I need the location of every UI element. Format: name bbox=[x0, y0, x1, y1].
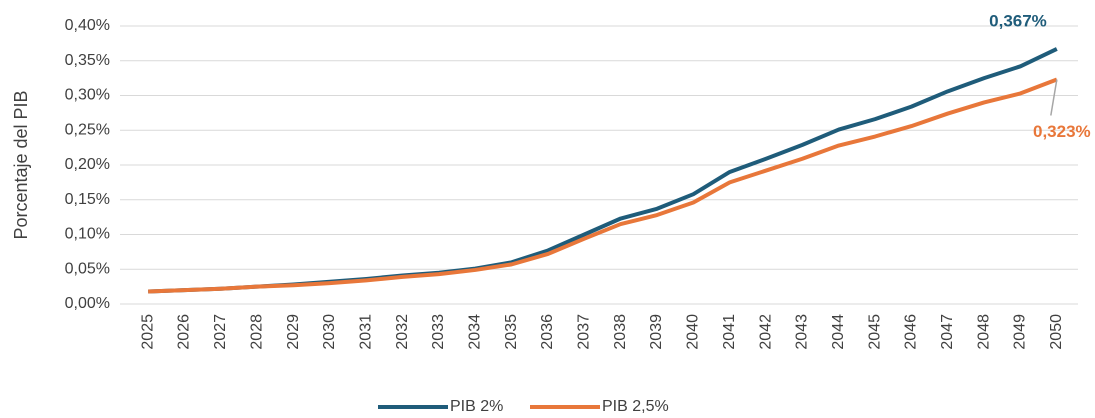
x-tick-label: 2050 bbox=[1048, 314, 1065, 350]
y-axis-title: Porcentaje del PIB bbox=[11, 90, 31, 239]
y-tick-label: 0,35% bbox=[65, 52, 110, 69]
y-tick-label: 0,30% bbox=[65, 87, 110, 104]
x-tick-label: 2036 bbox=[539, 314, 556, 350]
y-tick-label: 0,25% bbox=[65, 121, 110, 138]
x-tick-label: 2030 bbox=[321, 314, 338, 350]
x-tick-label: 2045 bbox=[866, 314, 883, 350]
x-tick-label: 2028 bbox=[248, 314, 265, 350]
x-tick-label: 2035 bbox=[503, 314, 520, 350]
y-tick-label: 0,10% bbox=[65, 226, 110, 243]
y-tick-label: 0,15% bbox=[65, 191, 110, 208]
x-tick-label: 2025 bbox=[139, 314, 156, 350]
x-tick-label: 2047 bbox=[939, 314, 956, 350]
y-tick-label: 0,20% bbox=[65, 156, 110, 173]
data-label: 0,367% bbox=[989, 11, 1047, 30]
x-tick-label: 2048 bbox=[975, 314, 992, 350]
x-tick-label: 2029 bbox=[285, 314, 302, 350]
x-tick-label: 2037 bbox=[576, 314, 593, 350]
legend-label: PIB 2% bbox=[450, 398, 503, 415]
y-tick-label: 0,40% bbox=[65, 17, 110, 34]
x-tick-label: 2038 bbox=[612, 314, 629, 350]
x-tick-label: 2041 bbox=[721, 314, 738, 350]
data-label: 0,323% bbox=[1033, 122, 1091, 141]
y-tick-label: 0,00% bbox=[65, 295, 110, 312]
label-leader bbox=[1050, 79, 1058, 116]
legend-label: PIB 2,5% bbox=[602, 398, 669, 415]
x-tick-label: 2026 bbox=[176, 314, 193, 350]
x-tick-label: 2027 bbox=[212, 314, 229, 350]
y-tick-label: 0,05% bbox=[65, 260, 110, 277]
series-line bbox=[148, 77, 1058, 294]
x-tick-label: 2032 bbox=[394, 314, 411, 350]
x-tick-label: 2049 bbox=[1012, 314, 1029, 350]
x-tick-label: 2031 bbox=[357, 314, 374, 350]
x-tick-label: 2042 bbox=[757, 314, 774, 350]
x-tick-label: 2034 bbox=[467, 314, 484, 350]
x-tick-label: 2033 bbox=[430, 314, 447, 350]
x-tick-label: 2040 bbox=[685, 314, 702, 350]
x-tick-label: 2044 bbox=[830, 314, 847, 350]
x-tick-label: 2039 bbox=[648, 314, 665, 350]
x-tick-label: 2043 bbox=[794, 314, 811, 350]
x-tick-label: 2046 bbox=[903, 314, 920, 350]
series-line bbox=[148, 47, 1058, 294]
